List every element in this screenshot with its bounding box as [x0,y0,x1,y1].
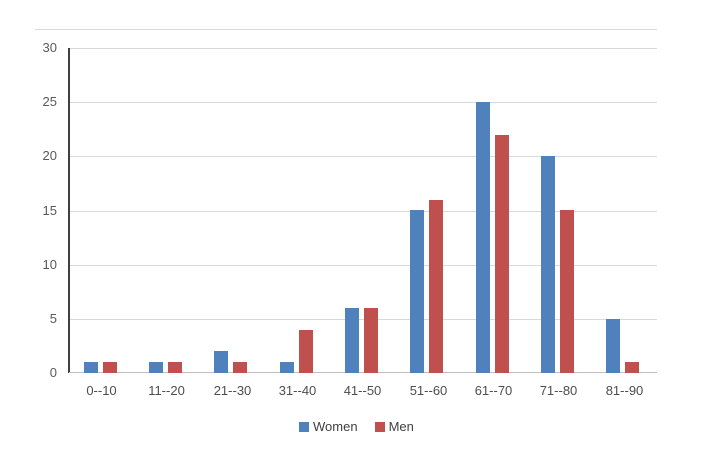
bar-men-51--60 [429,200,443,373]
x-category-label-0--10: 0--10 [86,383,117,398]
y-tick-label-20: 20 [42,148,57,163]
bar-women-61--70 [476,102,490,373]
y-axis-line [68,48,70,373]
bar-women-21--30 [214,351,228,373]
bar-women-51--60 [410,210,424,373]
legend: Women Men [299,420,414,433]
bar-women-31--40 [280,362,294,373]
bar-women-11--20 [149,362,163,373]
gridline-y30 [69,48,657,49]
y-tick-label-30: 30 [42,40,57,55]
x-category-label-31--40: 31--40 [278,383,317,398]
legend-swatch-men [374,421,385,432]
gridline-y25 [69,102,657,103]
legend-swatch-women [299,421,309,432]
bar-women-41--50 [345,308,359,373]
gridline-y10 [69,265,657,266]
x-category-label-81--90: 81--90 [605,383,644,398]
bar-men-21--30 [233,362,247,373]
x-category-label-61--70: 61--70 [474,383,513,398]
y-tick-label-5: 5 [49,311,57,326]
bar-women-0--10 [84,362,98,373]
y-tick-label-0: 0 [49,365,57,380]
x-category-label-51--60: 51--60 [409,383,448,398]
x-category-label-21--30: 21--30 [213,383,252,398]
legend-label-men: Men [388,419,414,434]
gridline-y15 [69,211,657,212]
legend-entry-men: Men [374,419,414,434]
x-axis-line [69,372,657,373]
y-tick-label-15: 15 [42,203,57,218]
chart-top-border [35,29,657,30]
bar-men-41--50 [364,308,378,373]
legend-label-women: Women [313,419,358,434]
bar-men-11--20 [168,362,182,373]
y-tick-label-10: 10 [42,257,57,272]
y-tick-label-25: 25 [42,94,57,109]
x-category-label-41--50: 41--50 [343,383,382,398]
bar-women-71--80 [541,156,555,373]
gridline-y5 [69,319,657,320]
x-category-label-71--80: 71--80 [539,383,578,398]
bar-men-0--10 [103,362,117,373]
bar-men-31--40 [299,330,313,373]
x-category-label-11--20: 11--20 [148,383,185,398]
bar-men-71--80 [560,210,574,373]
gridline-y20 [69,156,657,157]
legend-entry-women: Women [299,420,358,433]
bar-men-81--90 [625,362,639,373]
bar-men-61--70 [495,135,509,373]
bar-women-81--90 [606,319,620,373]
